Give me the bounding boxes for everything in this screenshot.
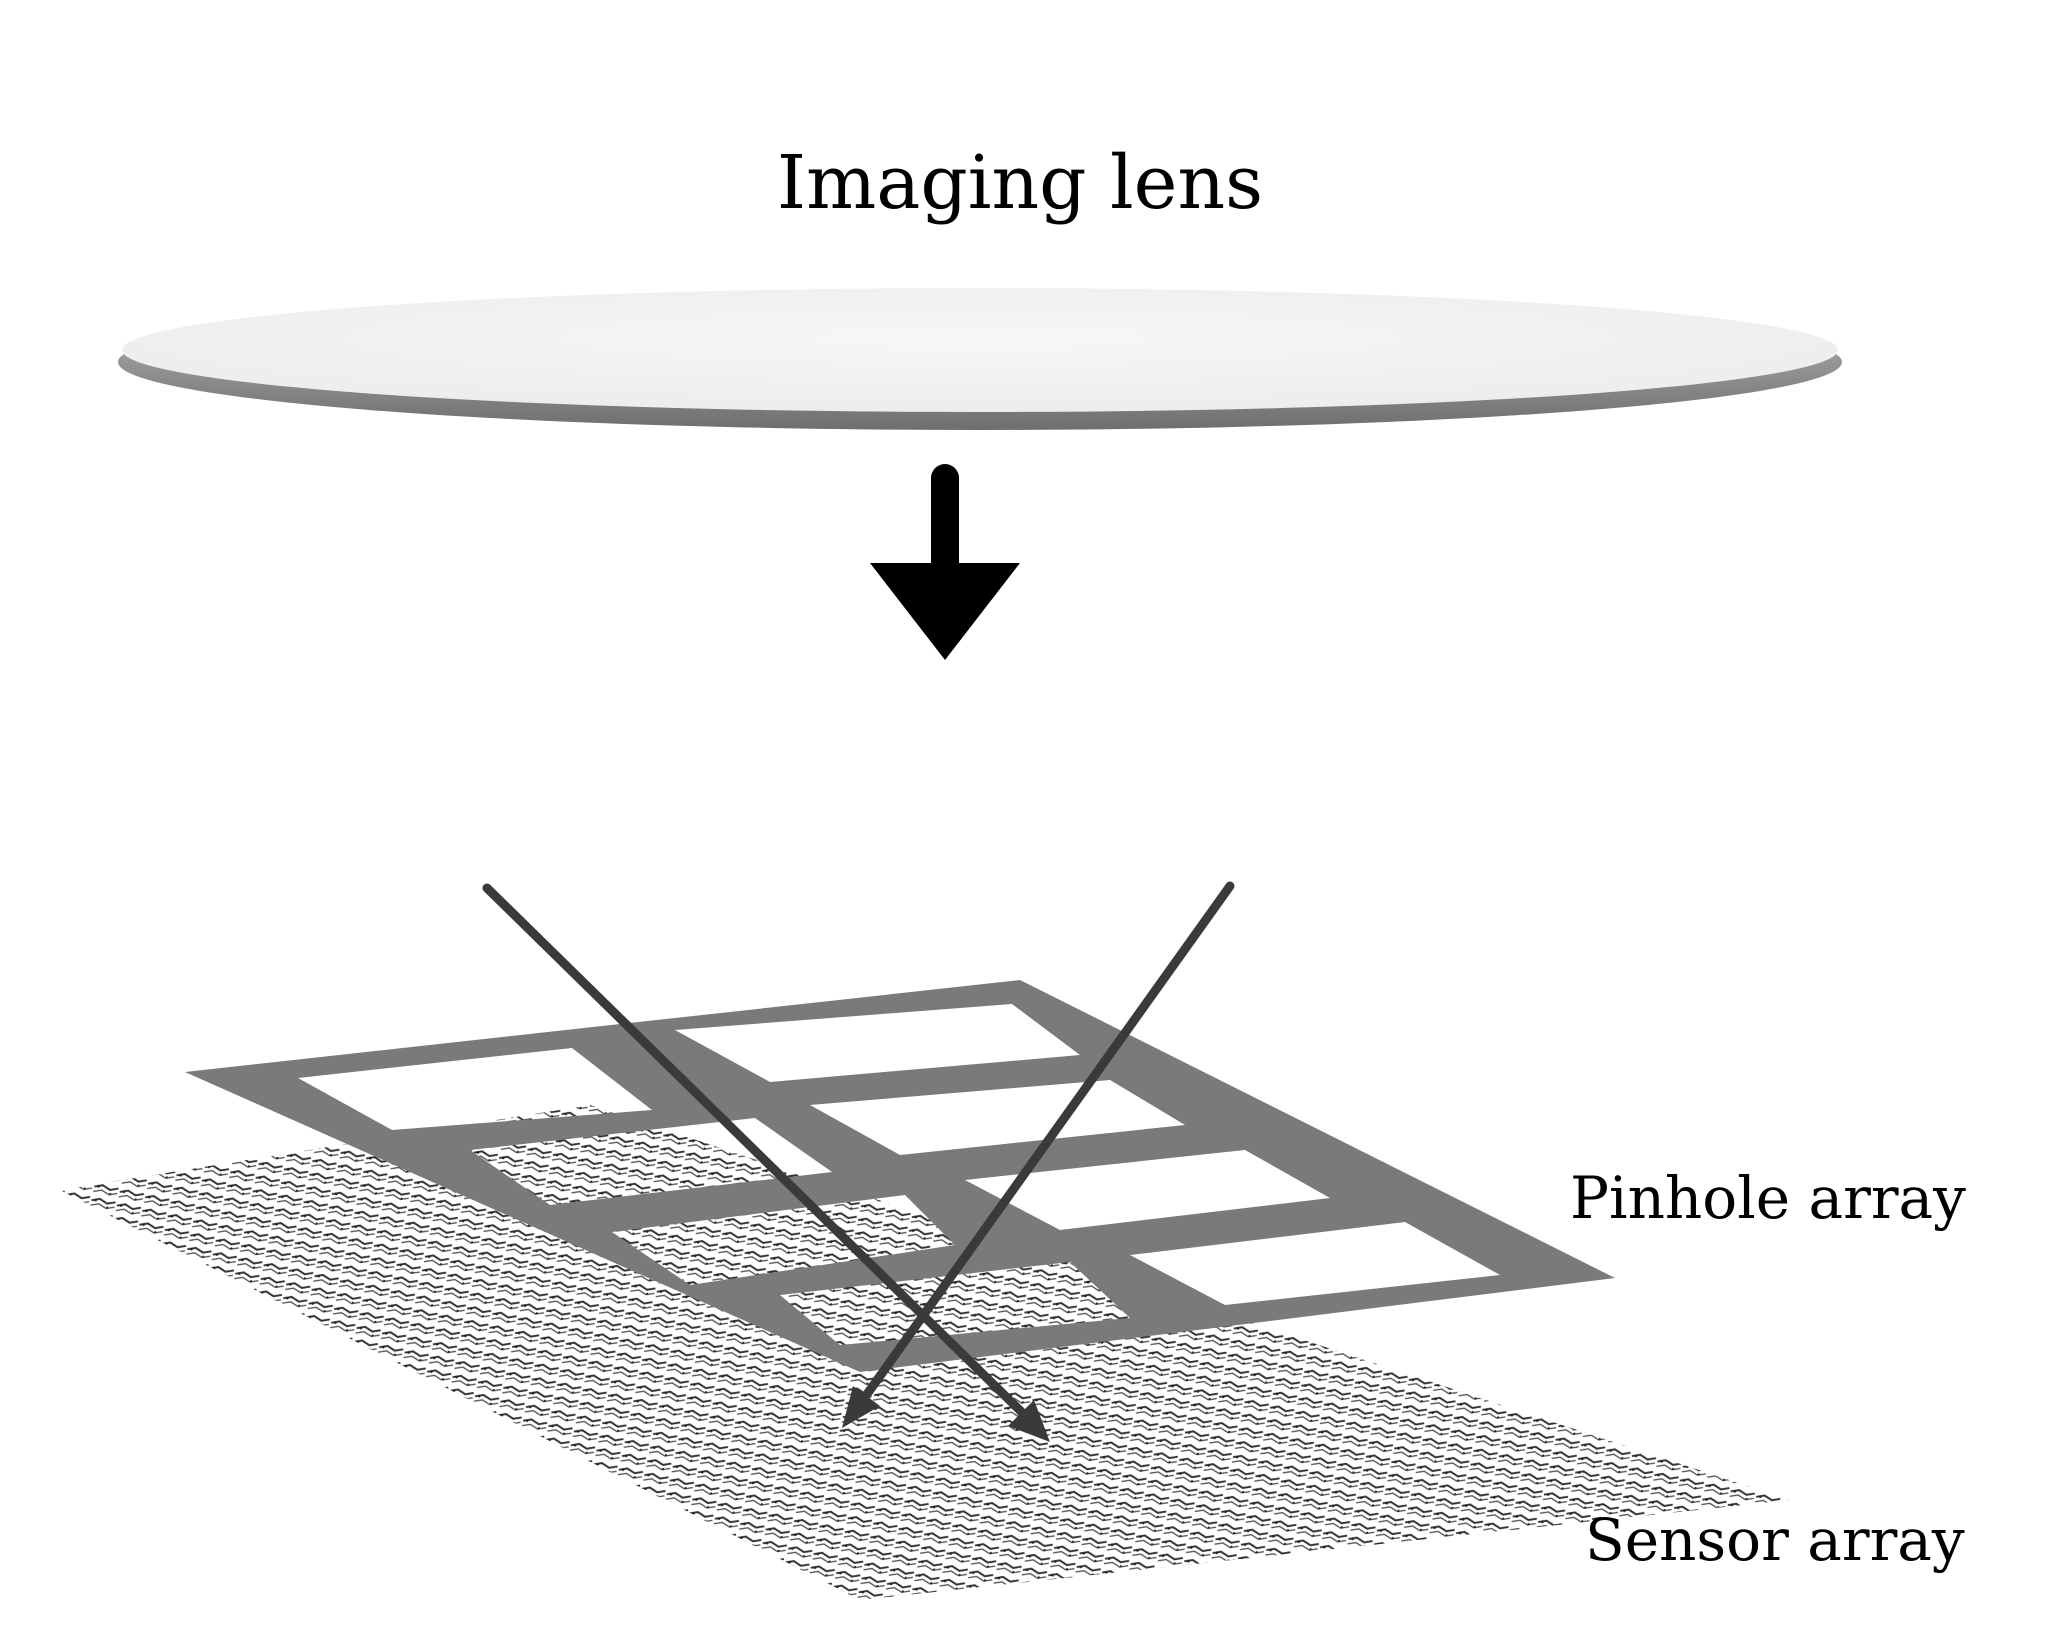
light-rays [482,881,1235,1442]
ray-right-to-left [842,881,1235,1428]
pinhole-array [185,980,1615,1372]
imaging-lens [118,288,1842,430]
pinhole-array-label: Pinhole array [1570,1164,1966,1232]
imaging-lens-label: Imaging lens [777,140,1263,226]
down-arrow-icon [870,464,1020,660]
ray-left-to-right [482,883,1050,1442]
sensor-array-label: Sensor array [1585,1506,1965,1574]
